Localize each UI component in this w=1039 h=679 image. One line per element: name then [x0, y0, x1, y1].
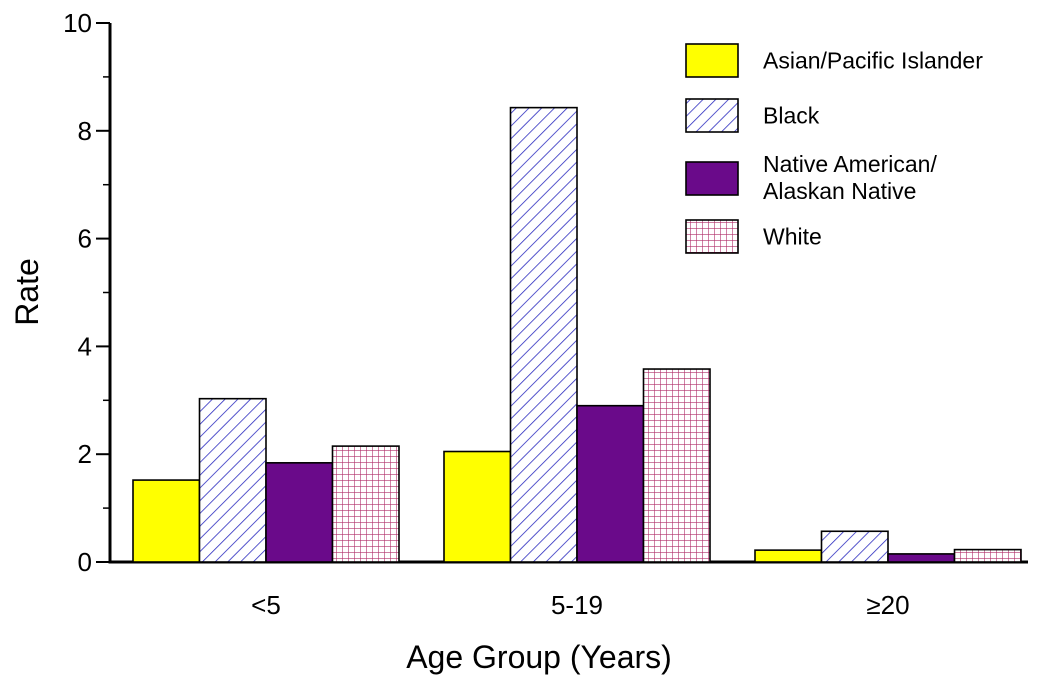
bar — [754, 549, 823, 563]
bar — [509, 106, 578, 563]
y-tick-label: 0 — [78, 547, 92, 577]
legend-swatch — [685, 219, 739, 254]
legend-label: Black — [763, 103, 820, 129]
bar — [265, 462, 334, 563]
legend: Asian/Pacific Islander Black Native Americ… — [685, 43, 983, 254]
legend-swatch — [685, 161, 739, 196]
bar — [953, 548, 1022, 563]
x-tick-label: ≥20 — [866, 590, 909, 620]
y-tick-label: 4 — [78, 331, 92, 361]
y-tick-label: 8 — [78, 116, 92, 146]
bar — [642, 368, 711, 563]
bars — [132, 106, 1022, 563]
legend-label: Native American/ — [763, 151, 937, 177]
y-tick-label: 6 — [78, 224, 92, 254]
y-tick-label: 2 — [78, 439, 92, 469]
legend-label: Alaskan Native — [763, 178, 916, 204]
bar — [198, 397, 267, 563]
legend-label: Asian/Pacific Islander — [763, 48, 983, 74]
x-tick-label: 5-19 — [551, 590, 603, 620]
legend-swatch — [685, 43, 739, 78]
bar — [820, 530, 889, 563]
bar — [887, 553, 956, 563]
bar — [132, 479, 201, 563]
y-tick-label: 10 — [63, 8, 92, 38]
legend-label: White — [763, 224, 822, 250]
x-tick-label: <5 — [251, 590, 281, 620]
bar — [443, 450, 512, 563]
bar — [331, 445, 400, 563]
y-axis-label: Rate — [9, 258, 45, 326]
legend-swatch — [685, 98, 739, 133]
x-axis-label: Age Group (Years) — [406, 639, 672, 675]
bar — [576, 404, 645, 563]
